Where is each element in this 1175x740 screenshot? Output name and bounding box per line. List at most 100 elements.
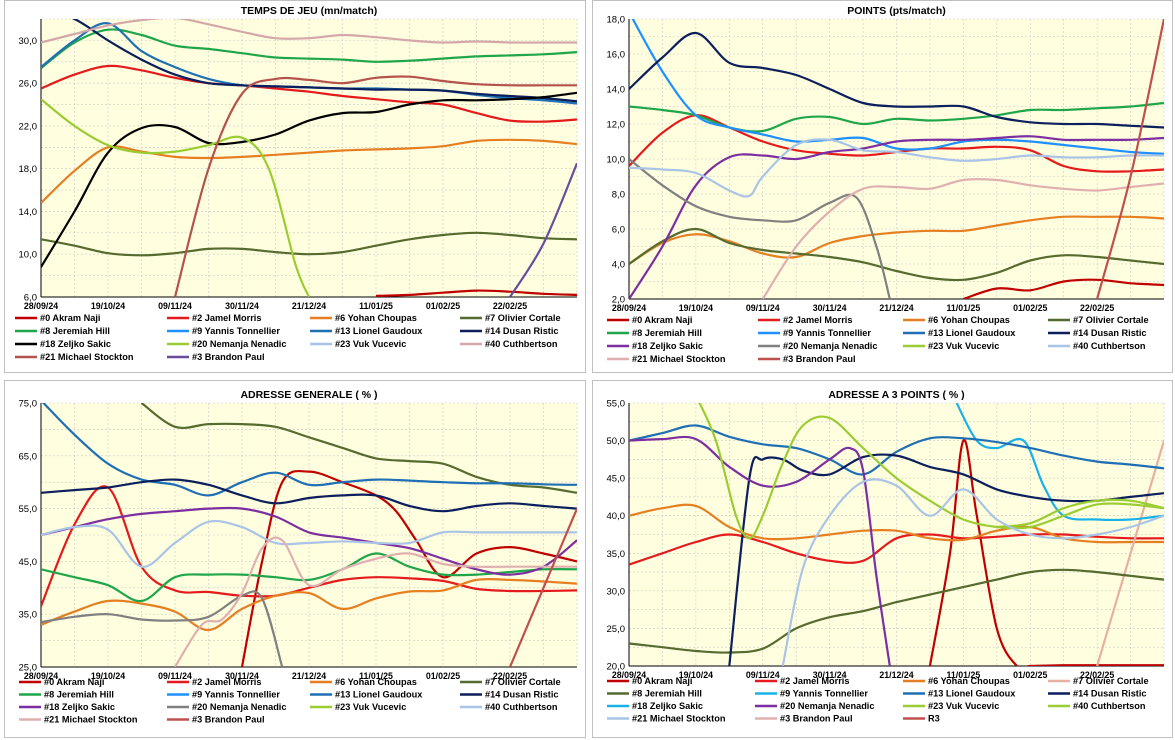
legend-label: #21 Michael Stockton [44,715,138,725]
y-tick-label: 6,0 [24,293,37,304]
y-tick-label: 35,0 [19,610,38,621]
series-line [41,506,577,576]
chart-points: POINTS (pts/match) 2,0 4,0 6,0 8,0 10,0 12,0 14… [592,0,1173,373]
series-line [41,478,577,513]
series-line [728,453,1164,666]
series-line [761,178,1164,299]
y-tick-label: 4,0 [612,260,625,271]
legend-label: #3 Brandon Paul [192,715,265,725]
y-tick-label: 6,0 [612,225,625,236]
x-tick-label: 11/01/25 [946,303,980,313]
legend-label: #23 Vuk Vucevic [928,341,999,351]
series-line [41,19,577,44]
y-tick-label: 35,0 [607,549,626,560]
legend-label: #0 Akram Naji [40,313,100,323]
x-tick-label: 21/12/24 [879,670,913,680]
x-tick-label: 28/09/24 [612,303,646,313]
plot-area [41,19,577,297]
legend-label: #8 Jeremiah Hill [40,326,110,336]
x-tick-label: 01/02/25 [426,301,460,311]
y-tick-label: 10,0 [607,155,626,166]
y-tick-label: 14,0 [19,207,38,218]
legend-label: #0 Akram Naji [44,677,104,687]
legend-label: #6 Yohan Choupas [335,313,417,323]
series-line [629,435,891,666]
legend-label: #18 Zeljko Sakic [40,339,111,349]
series-line [963,278,1164,299]
y-tick-label: 65,0 [19,451,38,462]
x-tick-label: 30/11/24 [813,670,847,680]
series-line [173,75,577,297]
legend-label: #23 Vuk Vucevic [928,701,999,711]
y-tick-label: 30,0 [607,586,626,597]
y-tick-label: 30,0 [19,36,38,47]
series-line [41,519,577,568]
legend-label: #13 Lionel Gaudoux [928,328,1016,338]
legend-label: #13 Lionel Gaudoux [928,689,1016,699]
series-lines [41,19,577,297]
legend-label: #14 Dusan Ristic [1073,689,1147,699]
x-tick-label: 01/02/25 [426,671,460,681]
y-tick-label: 45,0 [607,474,626,485]
series-line [629,135,1164,299]
chart-svg: ADRESSE GENERALE ( % ) 25,0 35,0 45,0 55,0 65… [19,389,578,725]
legend-label: #20 Nemanja Nenadic [783,341,877,351]
legend-label: #8 Jeremiah Hill [44,690,114,700]
series-line [631,19,1164,155]
x-tick-label: 30/11/24 [813,303,847,313]
legend-label: #40 Cuthbertson [485,339,558,349]
series-lines [629,19,1164,299]
legend-label: #3 Brandon Paul [780,714,853,724]
legend-label: #7 Olivier Cortale [1073,676,1149,686]
chart-adresse-generale: ADRESSE GENERALE ( % ) 25,0 35,0 45,0 55,0 65… [4,380,586,738]
legend-label: #7 Olivier Cortale [485,677,561,687]
series-line [955,403,1164,522]
x-tick-label: 22/02/25 [493,301,527,311]
legend-label: #13 Lionel Gaudoux [335,690,423,700]
legend-label: #18 Zeljko Sakic [44,702,115,712]
x-tick-label: 28/09/24 [24,301,58,311]
series-line [698,403,1164,540]
x-tick-label: 19/10/24 [679,670,713,680]
legend-label: #14 Dusan Ristic [485,690,559,700]
series-line [41,577,577,632]
chart-title: ADRESSE A 3 POINTS ( % ) [828,389,964,401]
legend-label: #18 Zeljko Sakic [632,701,703,711]
y-tick-label: 12,0 [607,120,626,131]
x-tick-label: 11/01/25 [946,670,980,680]
y-tick-label: 55,0 [607,399,626,410]
chart-svg: POINTS (pts/match) 2,0 4,0 6,0 8,0 10,0 12,0 14… [607,5,1165,364]
y-tick-label: 22,0 [19,121,38,132]
x-tick-label: 22/02/25 [1080,303,1114,313]
y-tick-label: 8,0 [612,190,625,201]
legend-label: #14 Dusan Ristic [485,326,559,336]
y-tick-label: 75,0 [19,399,38,410]
series-line [41,91,577,268]
x-tick-label: 28/09/24 [24,671,58,681]
x-tick-label: 09/11/24 [746,303,780,313]
series-line [508,508,577,667]
series-line [629,424,1164,476]
legend-label: #2 Jamel Morris [192,677,261,687]
x-tick-label: 19/10/24 [679,303,713,313]
chart-temps-de-jeu: TEMPS DE JEU (mn/match) 6,0 10,0 14,0 18,0 22… [4,0,586,373]
x-tick-label: 21/12/24 [292,301,326,311]
legend-label: #8 Jeremiah Hill [632,328,702,338]
legend-label: #20 Nemanja Nenadic [780,701,874,711]
legend-label: R3 [928,714,940,724]
y-tick-label: 18,0 [607,15,626,26]
legend-label: #40 Cuthbertson [1073,701,1146,711]
legend-label: #40 Cuthbertson [1073,341,1146,351]
series-line [41,590,284,667]
y-tick-label: 18,0 [19,164,38,175]
x-tick-label: 11/01/25 [359,301,393,311]
legend-label: #23 Vuk Vucevic [335,339,406,349]
series-line [41,552,577,603]
legend-label: #7 Olivier Cortale [485,313,561,323]
legend-label: #3 Brandon Paul [192,352,265,362]
legend-label: #0 Akram Naji [632,676,692,686]
series-line [41,28,577,70]
series-line [41,98,311,297]
series-line [629,31,1164,129]
y-tick-label: 10,0 [19,250,38,261]
